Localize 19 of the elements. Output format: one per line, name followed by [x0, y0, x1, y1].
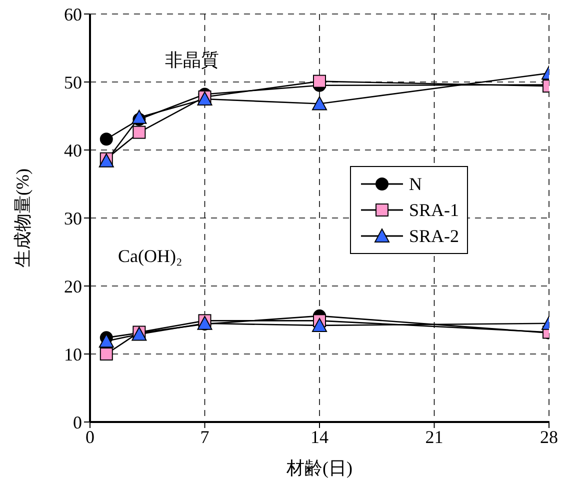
y-tick-label: 40	[64, 140, 82, 160]
y-tick-label: 50	[64, 72, 82, 92]
legend-label: N	[408, 174, 422, 194]
legend-label: SRA-2	[408, 226, 459, 246]
x-tick-label: 14	[310, 426, 328, 447]
x-tick-label: 28	[540, 426, 558, 447]
y-axis-title: 生成物量(%)	[12, 168, 32, 268]
y-tick-label: 0	[73, 412, 82, 432]
x-tick-label: 0	[86, 426, 94, 447]
y-tick-label: 20	[64, 276, 82, 296]
annotation: 非晶質	[165, 49, 219, 72]
annotation: Ca(OH)₂	[118, 246, 182, 267]
x-tick-label: 21	[425, 426, 444, 447]
x-axis-title: 材齢(日)	[286, 458, 352, 478]
y-tick-label: 10	[64, 344, 82, 364]
x-tick-label: 7	[200, 426, 210, 447]
y-tick-label: 30	[64, 208, 82, 228]
y-tick-label: 60	[64, 4, 82, 24]
legend-label: SRA-1	[408, 200, 459, 220]
